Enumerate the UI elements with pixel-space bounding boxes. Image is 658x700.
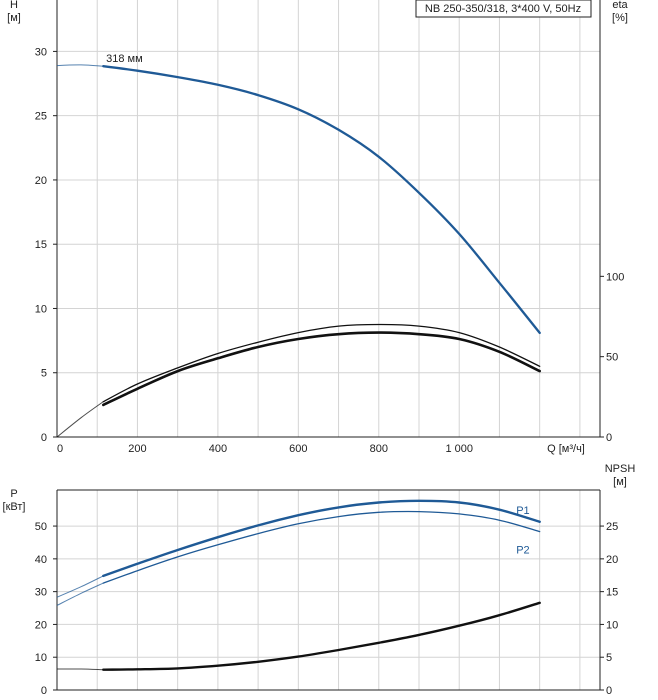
legend-text: NB 250-350/318, 3*400 V, 50Hz [425,3,581,15]
x-axis-title: Q [м³/ч] [547,443,585,455]
right-axis-title: NPSH [605,463,636,475]
left-tick-label: 40 [35,554,47,566]
right-tick-label: 15 [606,587,618,599]
right-tick-label: 5 [606,652,612,664]
right-axis-unit: [м] [613,476,627,488]
left-tick-label: 50 [35,521,47,533]
series-1-0-extension [56,575,104,598]
series-1-0-curve [102,499,541,578]
x-tick-label: 1 000 [445,443,473,455]
series-0-0-curve [102,65,541,335]
series-1-2-extension [56,668,104,671]
series-0-1-curve [102,323,541,403]
curve-label-impeller: 318 мм [106,53,143,65]
left-tick-label: 30 [35,46,47,58]
series-1-1-curve [102,510,541,584]
x-tick-label: 600 [289,443,307,455]
curve-label-p1: P1 [516,505,529,517]
left-tick-label: 0 [41,685,47,697]
series-1-1-extension [56,582,104,606]
left-axis-title: H [10,0,18,11]
right-tick-label: 0 [606,685,612,697]
right-axis-unit: [%] [612,12,628,24]
x-tick-label: 0 [57,443,63,455]
left-tick-label: 30 [35,587,47,599]
left-tick-label: 5 [41,368,47,380]
x-tick-label: 800 [370,443,388,455]
series-0-1-extension [56,401,104,438]
left-axis-title: P [10,488,17,500]
left-tick-label: 20 [35,619,47,631]
series-0-2-curve [102,331,541,407]
right-tick-label: 100 [606,271,624,283]
series-0-0-extension [56,64,104,67]
right-tick-label: 25 [606,521,618,533]
left-tick-label: 0 [41,432,47,444]
right-tick-label: 20 [606,554,618,566]
left-tick-label: 10 [35,303,47,315]
right-tick-label: 0 [606,432,612,444]
left-axis-unit: [м] [7,12,21,24]
right-axis-title: eta [612,0,628,11]
right-tick-label: 50 [606,352,618,364]
x-tick-label: 400 [209,443,227,455]
left-axis-unit: [кВт] [3,501,26,513]
left-tick-label: 20 [35,175,47,187]
x-tick-label: 200 [128,443,146,455]
legend-box [415,0,592,18]
curve-label-p2: P2 [516,545,529,557]
series-1-2-curve [102,601,541,671]
left-tick-label: 25 [35,111,47,123]
left-tick-label: 15 [35,239,47,251]
left-tick-label: 10 [35,652,47,664]
right-tick-label: 10 [606,619,618,631]
